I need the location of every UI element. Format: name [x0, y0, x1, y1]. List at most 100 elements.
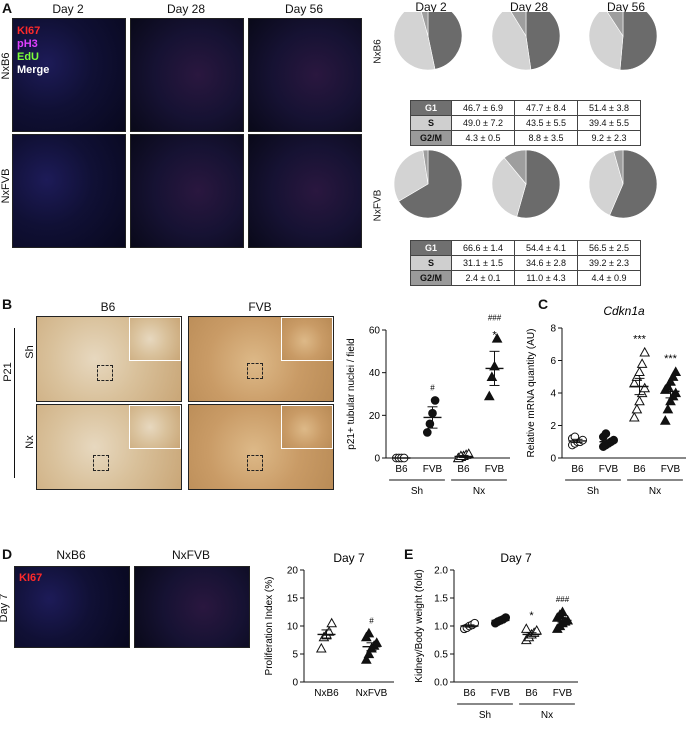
x-tick-label: NxFVB: [356, 688, 388, 699]
significance-mark: ###: [556, 595, 570, 604]
pie-slice-s: [393, 150, 429, 202]
table-row: S 31.1 ± 1.5 34.6 ± 2.8 39.2 ± 2.3: [410, 255, 641, 271]
zoom-box: [247, 363, 263, 379]
y-axis-label: p21+ tubular nuclei / field: [346, 338, 357, 449]
p21-bracket-line: [14, 328, 15, 478]
ihc-b6-sh: [36, 316, 182, 402]
x-tick-label: B6: [457, 464, 470, 475]
value-cell: 2.4 ± 0.1: [451, 270, 515, 286]
y-tick-label: 0: [550, 454, 556, 465]
data-point: [662, 403, 674, 414]
chart-title: Day 7: [333, 551, 365, 565]
y-tick-label: 2: [550, 421, 556, 432]
data-point: [601, 429, 611, 438]
pie-slice-s: [491, 157, 527, 218]
panel-label-e: E: [404, 546, 414, 562]
chart-title: Cdkn1a: [603, 304, 645, 318]
y-tick-label: 0: [374, 454, 380, 465]
zoom-box: [247, 455, 263, 471]
pie-slice-s: [588, 150, 624, 216]
data-point: [491, 333, 503, 343]
x-tick-label: B6: [633, 464, 646, 475]
significance-mark: ***: [664, 353, 678, 365]
legend-ki67: KI67: [17, 25, 41, 37]
data-point: [422, 428, 432, 437]
data-point: [628, 411, 640, 422]
data-point: [363, 627, 375, 638]
table-row: S 49.0 ± 7.2 43.5 ± 5.5 39.4 ± 5.5: [410, 115, 641, 131]
data-point: [326, 617, 338, 628]
y-tick-label: 20: [369, 411, 381, 422]
value-cell: 51.4 ± 3.8: [577, 100, 641, 116]
x-tick-label: FVB: [491, 688, 511, 699]
data-point: [631, 403, 643, 414]
data-point: [659, 415, 671, 425]
micrograph-nxfvb-day28: [130, 134, 244, 248]
y-tick-label: 1.5: [434, 594, 448, 605]
value-cell: 47.7 ± 8.4: [514, 100, 578, 116]
panel-label-b: B: [2, 296, 13, 312]
pie-slice-g1: [525, 12, 561, 70]
x-tick-label: FVB: [661, 464, 681, 475]
panel-a-col-title-day2: Day 2: [52, 2, 84, 16]
pie-slice-g2m: [606, 12, 624, 38]
phase-g2m: G2/M: [410, 270, 452, 286]
value-cell: 31.1 ± 1.5: [451, 255, 515, 271]
pie-slice-g1: [427, 12, 463, 70]
panel-d-col-title-nxfvb: NxFVB: [171, 548, 210, 562]
data-point: [520, 623, 532, 633]
panel-b-col-title-b6: B6: [100, 300, 116, 314]
pie-title-day28: Day 28: [509, 0, 549, 14]
chart-panel-d: Day 7 0 5 10 15 20 Proliferation Index (%) NxB6…: [264, 551, 394, 699]
pie-slice-g2m: [422, 149, 429, 185]
y-tick-label: 4: [550, 389, 556, 400]
group-label: Sh: [411, 486, 423, 497]
pie-slice-g1: [516, 149, 561, 219]
data-point: [634, 395, 645, 406]
y-tick-label: 2.0: [434, 566, 448, 577]
significance-mark: ###: [488, 314, 502, 323]
y-tick-label: 5: [292, 650, 298, 661]
group-label: Nx: [473, 486, 485, 497]
value-cell: 56.5 ± 2.5: [577, 240, 641, 256]
y-tick-label: 20: [287, 566, 299, 577]
y-tick-label: 15: [287, 594, 299, 605]
data-point: [557, 606, 568, 617]
pie-title-day56: Day 56: [606, 0, 646, 14]
y-tick-label: 8: [550, 324, 556, 335]
value-cell: 4.3 ± 0.5: [451, 130, 515, 146]
x-tick-label: B6: [571, 464, 584, 475]
micrograph-nxb6-day7: KI67: [14, 566, 130, 648]
panel-d-row-label: Day 7: [0, 594, 10, 623]
data-point: [634, 366, 645, 376]
phase-g1: G1: [410, 100, 452, 116]
x-tick-label: B6: [525, 688, 538, 699]
micrograph-nxb6-day56: [248, 18, 362, 132]
x-tick-label: B6: [463, 688, 476, 699]
micrograph-nxfvb-day56: [248, 134, 362, 248]
data-point: [670, 366, 682, 376]
ihc-inset: [281, 405, 333, 449]
data-point: [636, 358, 648, 368]
pie-slice-s: [588, 12, 624, 71]
significance-mark: *: [529, 610, 534, 622]
micrograph-nxfvb-day7: [134, 566, 250, 648]
panel-a-col-title-day28: Day 28: [166, 2, 206, 16]
y-tick-label: 6: [550, 356, 556, 367]
y-axis-label: Kidney/Body weight (fold): [414, 569, 425, 682]
value-cell: 66.6 ± 1.4: [451, 240, 515, 256]
chart-title: Day 7: [500, 551, 532, 565]
pie-slice-g2m: [510, 12, 527, 38]
ihc-inset: [281, 317, 333, 361]
phase-g1: G1: [410, 240, 452, 256]
table-row: G2/M 2.4 ± 0.1 11.0 ± 4.3 4.4 ± 0.9: [410, 270, 641, 286]
x-tick-label: FVB: [553, 688, 573, 699]
legend-ki67-d: KI67: [19, 572, 43, 584]
panel-label-c: C: [538, 296, 549, 312]
x-tick-label: B6: [395, 464, 408, 475]
pie-slice-g1: [609, 149, 658, 219]
panel-a-row-label-nxfvb: NxFVB: [0, 168, 12, 204]
ihc-b6-nx: [36, 404, 182, 490]
significance-mark: ***: [633, 333, 647, 345]
group-label: Sh: [479, 710, 491, 721]
